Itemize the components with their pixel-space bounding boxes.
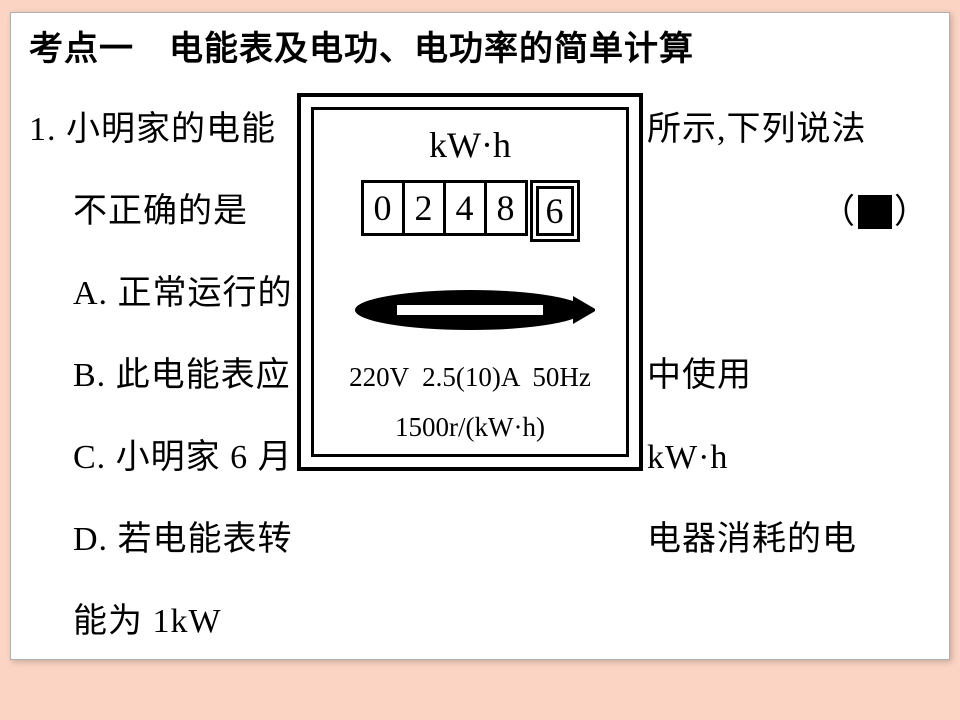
paren-open: （: [821, 194, 856, 231]
paren-close: ）: [894, 194, 929, 231]
meter-digit: 2: [402, 180, 446, 236]
meter-frequency: 50Hz: [532, 362, 590, 392]
option-D-left: D. 若电能表转: [73, 523, 293, 557]
meter-digit: 4: [443, 180, 487, 236]
answer-blank: [858, 195, 892, 229]
option-A: A. 正常运行的: [73, 277, 293, 311]
q-line1-right: 所示,下列说法: [647, 113, 867, 147]
meter-disc-row: [314, 280, 626, 340]
meter-disc-icon: [345, 286, 595, 334]
meter-voltage: 220V: [349, 362, 409, 392]
meter-digit-last: 6: [536, 186, 574, 236]
option-C-right: kW·h: [647, 441, 728, 475]
meter-digit: 0: [361, 180, 405, 236]
meter-digit-last-frame: 6: [530, 180, 580, 242]
meter-current: 2.5(10)A: [422, 362, 519, 392]
q-line2-right: （）: [821, 195, 929, 230]
heading: 考点一 电能表及电功、电功率的简单计算: [29, 33, 694, 67]
option-B-left: B. 此电能表应: [73, 359, 291, 393]
option-B-right: 中使用: [647, 359, 752, 393]
meter-inner-border: kW·h 0 2 4 8 6 220V 2.5: [311, 107, 629, 457]
meter-spec-line2: 1500r/(kW·h): [314, 412, 626, 443]
meter-unit-label: kW·h: [314, 124, 626, 166]
meter-spec-line1: 220V 2.5(10)A 50Hz: [314, 362, 626, 393]
q-line1-left: 1. 小明家的电能: [29, 113, 276, 147]
meter-digit-row: 0 2 4 8 6: [314, 180, 626, 242]
option-D-right: 电器消耗的电: [647, 523, 857, 557]
option-D-line2: 能为 1kW: [73, 605, 222, 639]
q-line2-left: 不正确的是: [73, 195, 248, 229]
slide-box: 考点一 电能表及电功、电功率的简单计算 1. 小明家的电能 所示,下列说法 不正…: [10, 12, 950, 660]
q-l1a: 小明家的电能: [66, 111, 276, 148]
option-C-left: C. 小明家 6 月: [73, 441, 293, 475]
q-number: 1.: [29, 111, 57, 148]
meter-digit: 8: [484, 180, 528, 236]
meter-diagram: kW·h 0 2 4 8 6 220V 2.5: [297, 93, 643, 471]
